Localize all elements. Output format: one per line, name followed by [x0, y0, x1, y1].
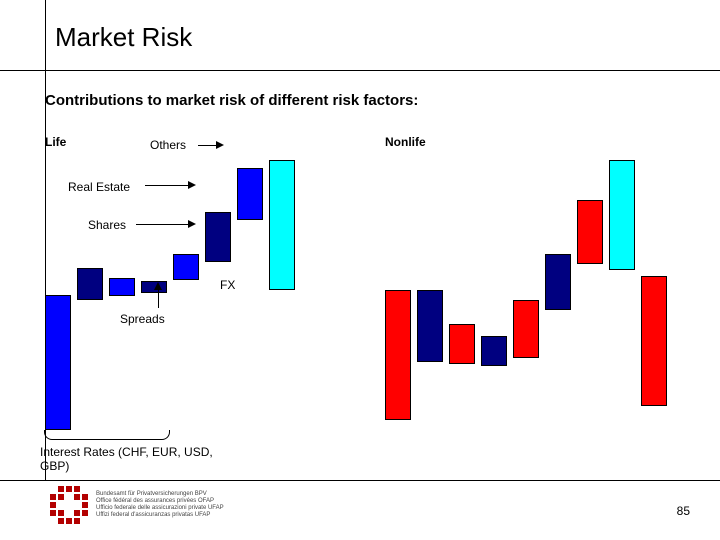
- label-nonlife: Nonlife: [385, 135, 426, 149]
- nonlife-bar-6: [577, 200, 603, 264]
- footer-org-text: Bundesamt für Privatversicherungen BPV O…: [96, 491, 224, 520]
- anno-spreads: Spreads: [120, 312, 165, 326]
- arrow-line-0: [198, 145, 218, 146]
- life-bar-6: [237, 168, 263, 220]
- hline-top: [0, 70, 720, 71]
- anno-fx: FX: [220, 278, 235, 292]
- arrow-line-4: [158, 288, 159, 308]
- life-bar-7: [269, 160, 295, 290]
- nonlife-bar-7: [609, 160, 635, 270]
- life-bar-0: [45, 295, 71, 430]
- curly-bracket: [44, 430, 170, 440]
- arrow-line-1: [145, 185, 190, 186]
- nonlife-bar-8: [641, 276, 667, 406]
- nonlife-bar-3: [481, 336, 507, 366]
- page-number: 85: [677, 504, 690, 518]
- anno-shares: Shares: [88, 218, 126, 232]
- arrow-line-2: [136, 224, 190, 225]
- label-life: Life: [45, 135, 66, 149]
- swiss-logo-icon: [50, 486, 88, 524]
- nonlife-bar-5: [545, 254, 571, 310]
- anno-realestate: Real Estate: [68, 180, 130, 194]
- arrow-head-0: [216, 141, 224, 149]
- hline-bottom: [0, 480, 720, 481]
- nonlife-bar-2: [449, 324, 475, 364]
- nonlife-bar-1: [417, 290, 443, 362]
- arrow-head-1: [188, 181, 196, 189]
- life-bar-4: [173, 254, 199, 280]
- page-subtitle: Contributions to market risk of differen…: [45, 92, 418, 109]
- life-bar-1: [77, 268, 103, 300]
- arrow-head-4: [154, 282, 162, 290]
- anno-others: Others: [150, 138, 186, 152]
- nonlife-bar-0: [385, 290, 411, 420]
- nonlife-bar-4: [513, 300, 539, 358]
- bracket-label: Interest Rates (CHF, EUR, USD, GBP): [40, 445, 220, 473]
- life-bar-5: [205, 212, 231, 262]
- arrow-head-2: [188, 220, 196, 228]
- life-bar-2: [109, 278, 135, 296]
- page-title: Market Risk: [55, 22, 192, 53]
- footer-logo: Bundesamt für Privatversicherungen BPV O…: [50, 486, 224, 524]
